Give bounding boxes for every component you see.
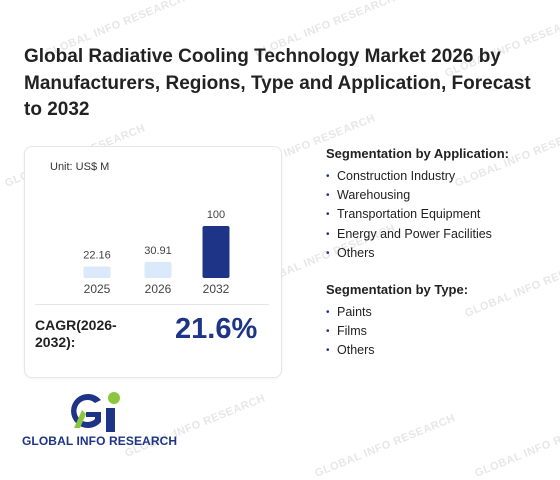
watermark-text: GLOBAL INFO RESEARCH <box>473 412 560 480</box>
list-item: • Paints <box>326 303 546 322</box>
segmentation-type: Segmentation by Type: • Paints • Films • Ot… <box>326 282 546 361</box>
bullet-icon: • <box>326 228 330 240</box>
list-item: • Energy and Power Facilities <box>326 225 546 244</box>
segmentation-type-title: Segmentation by Type: <box>326 282 469 297</box>
list-item: • Others <box>326 244 546 263</box>
bullet-icon: • <box>326 171 330 182</box>
data-label: 100 <box>207 209 225 221</box>
cagr-label: CAGR(2026-2032): <box>35 317 117 350</box>
list-item: • Others <box>326 341 546 360</box>
page-title: Global Radiative Cooling Technology Mark… <box>24 46 531 120</box>
logo-text: GLOBAL INFO RESEARCH <box>22 434 178 448</box>
bullet-icon: • <box>326 326 330 338</box>
bar-2025 <box>83 266 111 278</box>
unit-label: Unit: US$ M <box>50 161 110 173</box>
divider <box>35 304 269 305</box>
cagr-value: 21.6% <box>175 313 258 345</box>
logo-mark-icon <box>71 392 120 432</box>
bullet-icon: • <box>326 190 330 202</box>
data-label: 22.16 <box>83 249 111 261</box>
list-item: • Films <box>326 322 546 341</box>
list-item: • Construction Industry <box>326 167 546 186</box>
bullet-icon: • <box>326 307 330 318</box>
list-item: • Transportation Equipment <box>326 205 546 224</box>
data-label: 30.91 <box>144 245 172 257</box>
x-tick-label: 2026 <box>145 282 172 296</box>
watermark-text: GLOBAL INFO RESEARCH <box>313 412 458 480</box>
company-logo: GLOBAL INFO RESEARCH <box>22 388 192 452</box>
segmentation-application: Segmentation by Application: • Constructi… <box>326 146 546 263</box>
bullet-icon: • <box>326 345 330 357</box>
x-tick-label: 2032 <box>203 282 230 296</box>
bullet-icon: • <box>326 247 330 259</box>
chart-card: Unit: US$ M 22.16 2025 30.91 2026 100 2032 CA… <box>24 146 282 378</box>
x-tick-label: 2025 <box>84 282 111 296</box>
bullet-icon: • <box>326 209 330 221</box>
bar-chart: 22.16 2025 30.91 2026 100 2032 <box>83 209 230 296</box>
bar-2026 <box>144 261 172 278</box>
bar-2032 <box>202 226 230 278</box>
segmentation-application-title: Segmentation by Application: <box>326 146 509 161</box>
list-item: • Warehousing <box>326 186 546 205</box>
